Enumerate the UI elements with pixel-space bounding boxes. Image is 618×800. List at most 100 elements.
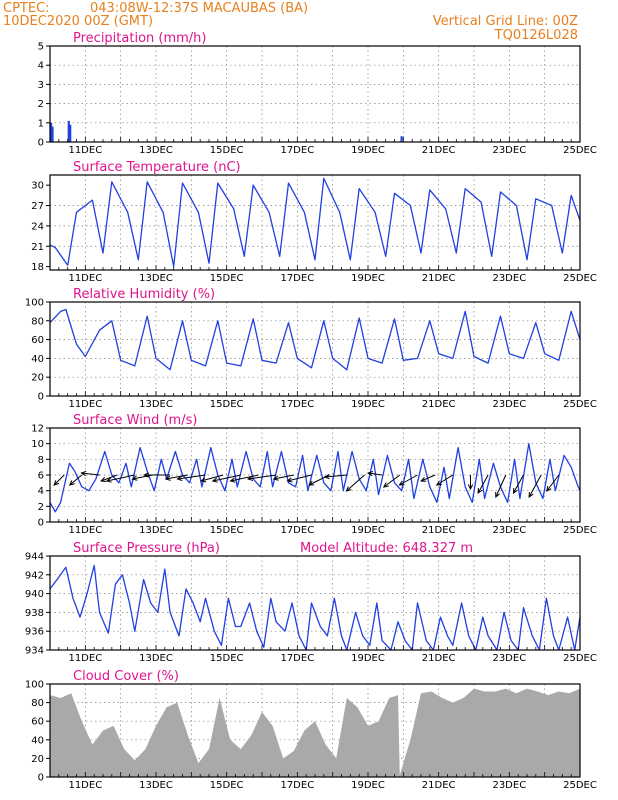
header-grid-note: Vertical Grid Line: 00Z bbox=[433, 14, 578, 29]
temperature-y-tick-label: 18 bbox=[31, 262, 44, 273]
wind-line bbox=[49, 443, 581, 513]
wind-x-tick-label: 25DEC bbox=[563, 525, 597, 536]
wind-x-tick-label: 19DEC bbox=[351, 525, 385, 536]
panel-humidity: Relative Humidity (%) 0 20 40 60 80 100 11DEC 13… bbox=[25, 287, 597, 410]
wind-arrow-head bbox=[546, 485, 552, 492]
wind-arrow-head bbox=[286, 477, 293, 483]
precip-x-tick-label: 11DEC bbox=[68, 145, 102, 156]
precip-bar bbox=[400, 136, 403, 142]
wind-arrow-head bbox=[435, 480, 442, 486]
precip-y-tick-label: 3 bbox=[38, 80, 44, 91]
wind-arrow-head bbox=[142, 472, 149, 478]
panel-temperature: Surface Temperature (nC) 18 21 24 27 30 11DEC 1… bbox=[31, 160, 597, 284]
humidity-x-tick-label: 15DEC bbox=[210, 399, 244, 410]
wind-y-tick-label: 10 bbox=[31, 439, 44, 450]
humidity-title: Relative Humidity (%) bbox=[73, 287, 215, 302]
wind-arrow bbox=[399, 474, 418, 486]
wind-arrow bbox=[248, 474, 277, 480]
precip-x-tick-label: 23DEC bbox=[492, 145, 526, 156]
humidity-x-tick-label: 17DEC bbox=[280, 399, 314, 410]
wind-arrow-head bbox=[366, 471, 374, 477]
wind-arrow-head bbox=[477, 487, 483, 495]
wind-arrow-head bbox=[323, 473, 330, 480]
wind-arrow bbox=[177, 474, 206, 480]
precip-frame bbox=[49, 45, 581, 143]
pressure-x-tick-label: 13DEC bbox=[139, 653, 173, 664]
pressure-x-tick-label: 25DEC bbox=[563, 653, 597, 664]
wind-arrow bbox=[346, 474, 365, 492]
pressure-y-tick-label: 942 bbox=[25, 570, 44, 581]
precip-x-tick-label: 15DEC bbox=[210, 145, 244, 156]
humidity-x-tick-label: 25DEC bbox=[563, 399, 597, 410]
temperature-x-tick-label: 13DEC bbox=[139, 273, 173, 284]
precip-x-tick-label: 25DEC bbox=[563, 145, 597, 156]
pressure-x-tick-label: 21DEC bbox=[422, 653, 456, 664]
humidity-y-tick-label: 100 bbox=[25, 298, 44, 309]
wind-x-tick-label: 17DEC bbox=[280, 525, 314, 536]
cloud-y-tick-label: 80 bbox=[31, 698, 44, 709]
wind-arrow bbox=[81, 472, 100, 476]
wind-y-tick-label: 2 bbox=[38, 502, 44, 513]
cloud-x-tick-label: 17DEC bbox=[280, 780, 314, 791]
pressure-x-tick-label: 11DEC bbox=[68, 653, 102, 664]
pressure-line bbox=[49, 564, 581, 651]
wind-arrow bbox=[201, 474, 224, 482]
wind-arrow-head bbox=[164, 475, 171, 481]
wind-arrow-head bbox=[246, 475, 254, 481]
pressure-x-tick-label: 17DEC bbox=[280, 653, 314, 664]
cloud-x-tick-label: 15DEC bbox=[210, 780, 244, 791]
precip-y-tick-label: 0 bbox=[38, 138, 44, 149]
precip-title: Precipitation (mm/h) bbox=[73, 31, 206, 46]
cloud-area bbox=[50, 688, 580, 777]
temperature-line bbox=[49, 177, 581, 268]
wind-arrow bbox=[324, 474, 347, 478]
wind-arrow bbox=[100, 474, 118, 482]
header-run: 10DEC2020 00Z (GMT) bbox=[3, 14, 153, 29]
precip-x-tick-label: 21DEC bbox=[422, 145, 456, 156]
wind-y-tick-label: 6 bbox=[38, 471, 44, 482]
cloud-y-tick-label: 20 bbox=[31, 754, 44, 765]
cloud-y-tick-label: 40 bbox=[31, 735, 44, 746]
temperature-x-tick-label: 25DEC bbox=[563, 273, 597, 284]
panel-wind: Surface Wind (m/s) 0 2 4 6 8 10 12 11DEC 13DEC 15D… bbox=[31, 413, 597, 536]
temperature-y-tick-label: 30 bbox=[31, 181, 44, 192]
cloud-y-tick-label: 60 bbox=[31, 717, 44, 728]
wind-arrow-head bbox=[100, 477, 107, 482]
pressure-y-tick-label: 940 bbox=[25, 589, 44, 600]
wind-y-tick-label: 0 bbox=[38, 518, 44, 529]
cloud-x-tick-label: 25DEC bbox=[563, 780, 597, 791]
wind-arrow bbox=[528, 474, 542, 498]
wind-arrow bbox=[420, 474, 436, 482]
pressure-y-tick-label: 944 bbox=[25, 552, 44, 563]
temperature-x-tick-label: 23DEC bbox=[492, 273, 526, 284]
pressure-y-tick-label: 936 bbox=[25, 627, 44, 638]
temperature-y-tick-label: 21 bbox=[31, 242, 44, 253]
wind-arrow-head bbox=[68, 480, 75, 486]
humidity-y-tick-label: 20 bbox=[31, 373, 44, 384]
cloud-title: Cloud Cover (%) bbox=[73, 669, 179, 684]
temperature-x-tick-label: 19DEC bbox=[351, 273, 385, 284]
wind-arrow bbox=[383, 474, 401, 488]
temperature-x-tick-label: 17DEC bbox=[280, 273, 314, 284]
humidity-x-tick-label: 13DEC bbox=[139, 399, 173, 410]
cloud-x-tick-label: 19DEC bbox=[351, 780, 385, 791]
precip-y-tick-label: 5 bbox=[38, 42, 44, 53]
wind-arrow bbox=[287, 474, 312, 482]
cloud-x-tick-label: 21DEC bbox=[422, 780, 456, 791]
wind-arrow bbox=[368, 472, 383, 476]
wind-x-tick-label: 21DEC bbox=[422, 525, 456, 536]
header-location: 043:08W-12:37S MACAUBAS (BA) bbox=[90, 1, 308, 16]
wind-arrow-head bbox=[467, 484, 474, 491]
wind-title: Surface Wind (m/s) bbox=[73, 413, 197, 428]
wind-arrow-head bbox=[229, 477, 236, 483]
pressure-y-tick-label: 938 bbox=[25, 608, 44, 619]
wind-arrow-head bbox=[53, 480, 60, 486]
precip-bar bbox=[67, 120, 70, 142]
wind-arrow-head bbox=[512, 487, 518, 495]
temperature-x-tick-label: 11DEC bbox=[68, 273, 102, 284]
cloud-x-tick-label: 13DEC bbox=[139, 780, 173, 791]
cloud-y-tick-label: 0 bbox=[38, 773, 44, 784]
humidity-x-tick-label: 21DEC bbox=[422, 399, 456, 410]
wind-y-tick-label: 4 bbox=[38, 486, 44, 497]
